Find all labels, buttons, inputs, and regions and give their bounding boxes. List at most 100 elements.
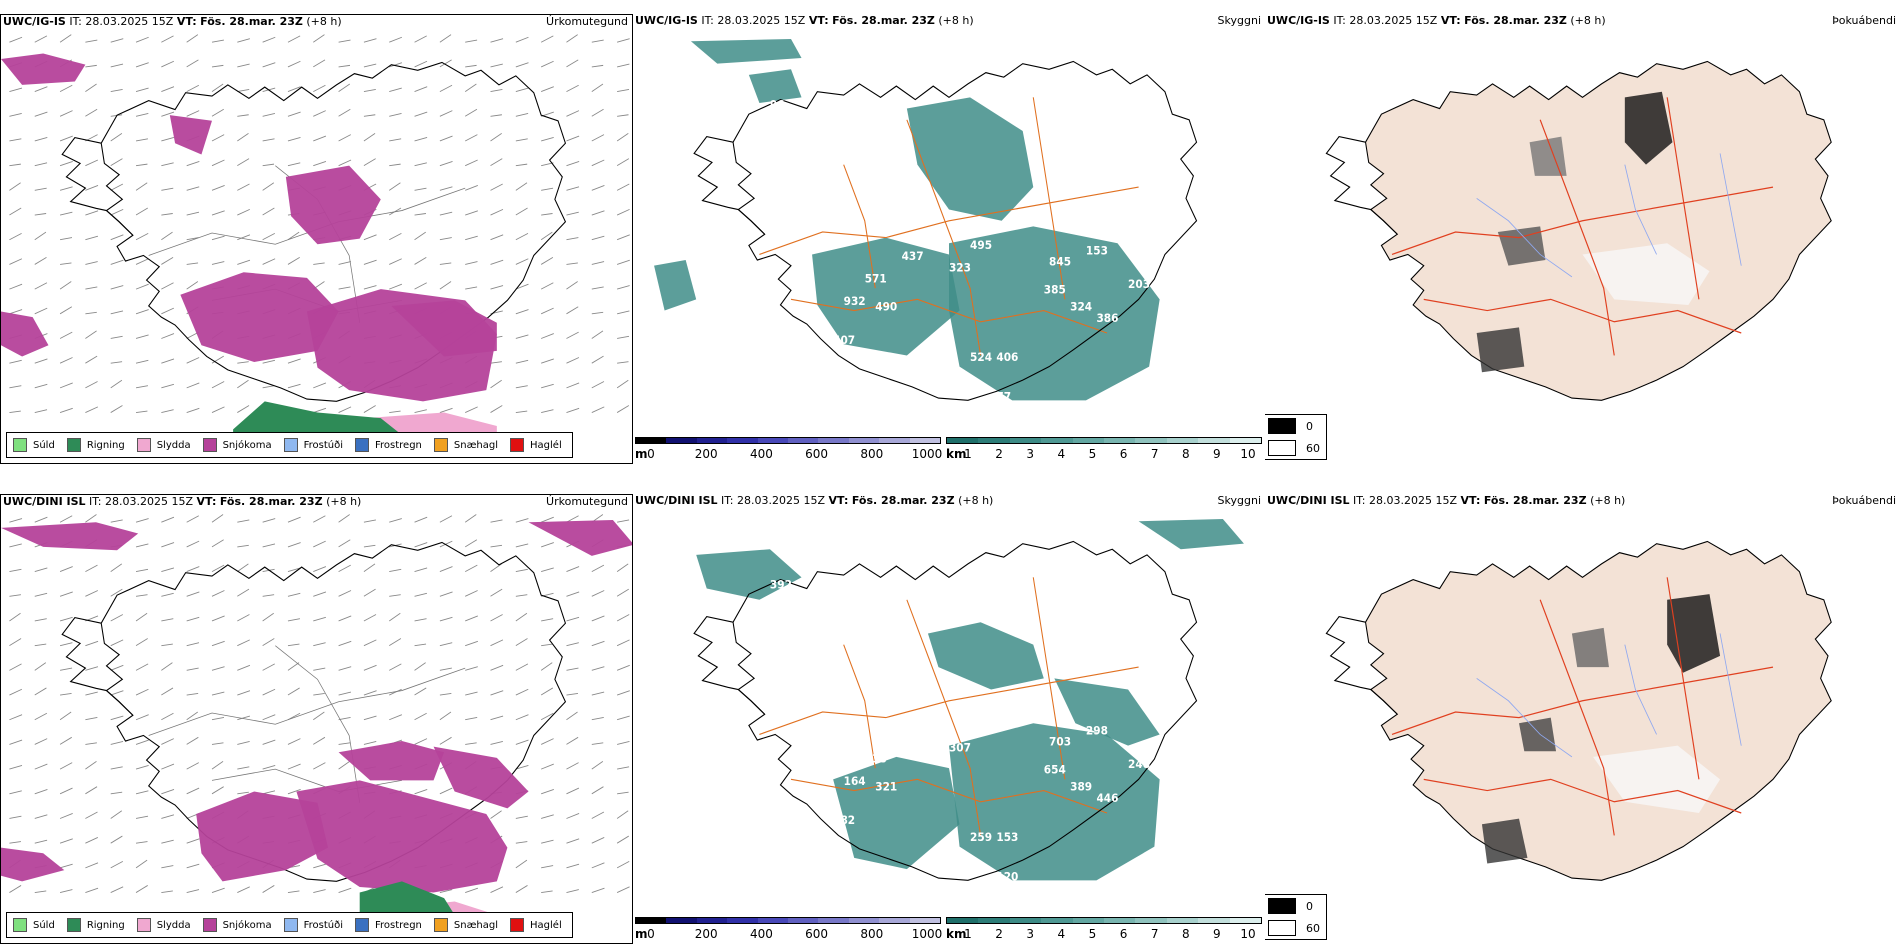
legend-item: Slydda (136, 438, 191, 452)
init-label: IT: (1333, 14, 1346, 27)
map-canvas (1325, 60, 1832, 401)
roads (759, 577, 1139, 836)
legend-swatch (510, 438, 525, 452)
panel-header: UWC/DINI ISL IT: 28.03.2025 15Z VT: Fös.… (1, 495, 632, 511)
ceiling-value-label: 248 (1128, 758, 1150, 771)
legend-item: Frostregn (355, 438, 422, 452)
map-canvas (1325, 540, 1832, 881)
legend-label: Haglél (530, 919, 562, 931)
init-label: IT: (721, 494, 734, 507)
colorbars: m 0 200 400 600 800 1000 km 1 2 3 4 5 6 7 8 9 10 (633, 916, 1265, 944)
ceiling-panel-title: Skyggni (1217, 14, 1261, 27)
legend-item: Rigning (66, 438, 125, 452)
legend-label: Rigning (86, 439, 125, 451)
panel-header: UWC/DINI ISL IT: 28.03.2025 15Z VT: Fös.… (1265, 494, 1900, 510)
legend-label: Súld (33, 919, 55, 931)
ceiling-value-label: 153 (1086, 244, 1108, 257)
legend-label: Frostregn (375, 919, 422, 931)
ceiling-value-label: 495 (970, 239, 992, 252)
fog-legend-label: 0 (1306, 899, 1313, 913)
coastline (732, 540, 1198, 881)
valid-time: Fös. 28.mar. 23Z (851, 494, 955, 507)
low-visibility-area (1054, 678, 1160, 746)
ceiling-value-label: 524 (970, 351, 992, 364)
snow-area (285, 165, 381, 245)
precip-map-panel: UWC/DINI ISL IT: 28.03.2025 15Z VT: Fös.… (0, 494, 633, 944)
ceiling-value-label: 298 (1086, 724, 1108, 737)
ceiling_bar-tick: 600 (805, 927, 829, 941)
visibility_bar-tick: 10 (1240, 447, 1256, 461)
ceiling-value-label: 437 (970, 719, 992, 732)
legend-label: Slydda (156, 439, 191, 451)
fog-legend-row: 60 (1265, 437, 1326, 459)
legend-item: Súld (13, 918, 55, 932)
valid-time: Fös. 28.mar. 23Z (832, 14, 935, 27)
roads (1391, 577, 1774, 836)
ceiling-value-label: 259 (970, 831, 992, 844)
legend-item: Slydda (136, 918, 191, 932)
panel-header: UWC/IG-IS IT: 28.03.2025 15Z VT: Fös. 28… (1265, 14, 1900, 30)
map-canvas (1, 34, 630, 435)
visibility_bar-tick: 7 (1150, 447, 1159, 461)
fog-legend-swatch (1268, 440, 1296, 456)
fog-legend: 0 60 (1265, 894, 1327, 940)
coastline (100, 541, 567, 882)
fog-legend-swatch (1268, 418, 1296, 434)
model-name: UWC/IG-IS (3, 15, 66, 28)
model-name: UWC/DINI ISL (3, 495, 86, 508)
ceiling-value-label: 153 (996, 831, 1018, 844)
ceiling-value-label: 144 (680, 351, 702, 364)
legend-label: Snæhagl (453, 919, 499, 931)
legend-swatch (355, 918, 369, 932)
init-time: 28.03.2025 15Z (1369, 494, 1458, 507)
ceiling-value-label: 373 (902, 730, 924, 743)
legend-item: Snjókoma (202, 438, 272, 452)
init-label: IT: (1353, 494, 1366, 507)
ceiling-value-label: 490 (875, 300, 897, 313)
ceiling-value-label: 323 (949, 261, 971, 274)
ceiling_bar-unit: m (635, 927, 648, 941)
fog-legend: 0 60 (1265, 414, 1327, 460)
fog-legend-row: 0 (1265, 415, 1326, 437)
fog-map-panel: UWC/IG-IS IT: 28.03.2025 15Z VT: Fös. 28… (1265, 14, 1900, 464)
panel-header: UWC/IG-IS IT: 28.03.2025 15Z VT: Fös. 28… (633, 14, 1265, 30)
panel-header: UWC/DINI ISL IT: 28.03.2025 15Z VT: Fös.… (633, 494, 1265, 510)
land-area (1364, 540, 1832, 881)
ceiling-value-label: 203 (1128, 278, 1150, 291)
ceiling-value-label: 120 (996, 870, 1018, 883)
valid-label: VT: (1460, 494, 1481, 507)
snow-area (1, 311, 49, 357)
ceiling_bar-tick: 200 (694, 447, 718, 461)
visibility_bar-tick: 8 (1181, 927, 1190, 941)
coastline (732, 60, 1198, 401)
lead-time: (+8 h) (326, 495, 362, 508)
model-name: UWC/DINI ISL (635, 494, 718, 507)
snow-area (338, 741, 445, 781)
map-canvas (1, 514, 632, 915)
legend-swatch (13, 438, 27, 452)
snow-area (296, 780, 508, 893)
ceiling-value-label: 187 (960, 379, 982, 392)
visibility_bar-tick: 4 (1057, 927, 1066, 941)
ceiling_bar-unit: m (635, 447, 648, 461)
legend-swatch (13, 918, 27, 932)
ceiling-value-label: 102 (960, 859, 982, 872)
fog-indicator-area (1519, 717, 1557, 752)
ceiling-value-label: 406 (996, 351, 1018, 364)
visibility_bar-tick: 8 (1181, 447, 1190, 461)
fog-indicator-area (1593, 745, 1721, 813)
visibility_bar-tick: 10 (1240, 927, 1256, 941)
visibility_bar-tick: 3 (1026, 447, 1035, 461)
init-time: 28.03.2025 15Z (737, 494, 826, 507)
ceiling-value-label: 246 (907, 713, 929, 726)
legend-item: Haglél (510, 438, 562, 452)
legend-item: Súld (13, 438, 55, 452)
ceiling_bar-tick: 1000 (911, 927, 943, 941)
legend-label: Frostregn (375, 439, 422, 451)
ceiling-value-label: 122 (686, 848, 708, 861)
legend-item: Haglél (510, 918, 562, 932)
fog-legend-swatch (1268, 898, 1296, 914)
precip-panel-title: Úrkomutegund (546, 15, 628, 28)
valid-time: Fös. 28.mar. 23Z (1464, 14, 1567, 27)
ceiling-value-label: 982 (833, 814, 855, 827)
